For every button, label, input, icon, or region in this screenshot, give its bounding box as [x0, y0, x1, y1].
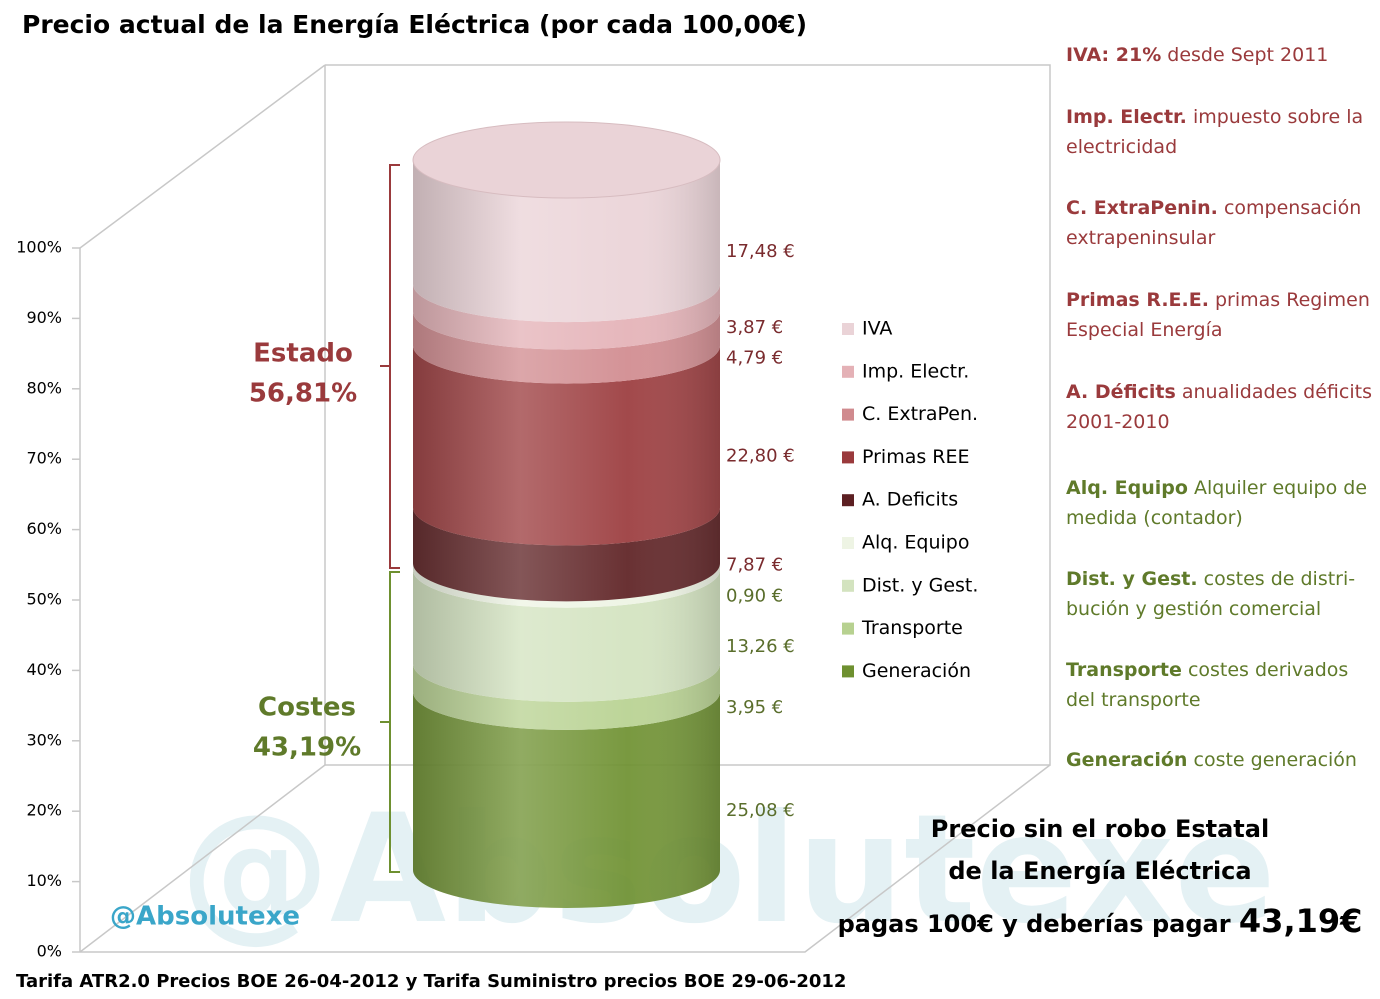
note: Primas R.E.E. primas Regimen Especial En… — [1066, 285, 1376, 345]
summary-line: Precio sin el robo Estatal — [930, 815, 1270, 843]
note: A. Déficits anualidades déficits 2001-20… — [1066, 377, 1376, 437]
note-text: compensación extrapeninsular — [1066, 197, 1362, 249]
note-text: primas Regimen Especial Energía — [1066, 289, 1370, 341]
y-tick-label: 10% — [26, 871, 62, 890]
legend-label: Generación — [862, 660, 971, 682]
legend-label: Primas REE — [862, 446, 970, 468]
value-label: 4,79 € — [726, 348, 783, 369]
legend-swatch — [842, 537, 854, 549]
legend-label: C. ExtraPen. — [862, 403, 978, 425]
segment-shade — [413, 569, 720, 702]
legend-swatch — [842, 408, 854, 421]
legend-swatch — [842, 665, 854, 678]
note: Transporte costes derivados del transpor… — [1066, 655, 1376, 715]
group-label: Costes — [258, 693, 356, 723]
note: Imp. Electr. impuesto sobre la electrici… — [1066, 102, 1376, 162]
summary-amount: 43,19€ — [1238, 902, 1363, 940]
y-tick-label: 60% — [26, 519, 62, 538]
note-text: costes de distri-bución y gestión comerc… — [1066, 568, 1356, 620]
watermark: @Absolutexe — [110, 902, 300, 932]
y-tick-label: 70% — [26, 449, 62, 468]
note-term: Alq. Equipo — [1066, 477, 1188, 499]
segment-shade — [413, 507, 720, 602]
footer: Tarifa ATR2.0 Precios BOE 26-04-2012 y T… — [16, 971, 846, 992]
value-label: 7,87 € — [726, 554, 783, 575]
y-tick-label: 100% — [16, 238, 62, 257]
note-term: A. Déficits — [1066, 381, 1176, 403]
summary-line: de la Energía Eléctrica — [948, 857, 1252, 885]
cylinder-top — [412, 121, 721, 199]
value-label: 17,48 € — [726, 241, 795, 262]
note-text: anualidades déficits 2001-2010 — [1066, 381, 1372, 433]
summary-line: pagas 100€ y deberías pagar 43,19€ — [820, 902, 1380, 940]
legend-swatch — [842, 451, 854, 464]
side-wall — [79, 64, 326, 249]
note-term: Imp. Electr. — [1066, 106, 1187, 128]
bracket — [380, 571, 400, 873]
note-term: Transporte — [1066, 659, 1182, 681]
value-label: 25,08 € — [726, 800, 795, 821]
note: Dist. y Gest. costes de distri-bución y … — [1066, 564, 1376, 624]
watermark-bg: @Absolutexe — [180, 783, 1276, 957]
bracket — [380, 164, 400, 569]
legend-swatch — [842, 365, 854, 378]
y-tick-label: 0% — [37, 942, 62, 961]
segment-shade — [413, 663, 720, 730]
chart-title: Precio actual de la Energía Eléctrica (p… — [22, 10, 807, 39]
y-tick-label: 30% — [26, 730, 62, 749]
value-label: 3,87 € — [726, 317, 783, 338]
y-tick-label: 40% — [26, 660, 62, 679]
legend-swatch — [842, 323, 854, 335]
legend-label: IVA — [862, 318, 892, 340]
note-term: Primas R.E.E. — [1066, 289, 1209, 311]
legend-label: Alq. Equipo — [862, 532, 970, 554]
group-label: Estado — [253, 339, 353, 369]
note-term: Dist. y Gest. — [1066, 568, 1198, 590]
floor-edge — [79, 764, 326, 953]
group-share: 43,19% — [253, 733, 361, 763]
segment-shade — [413, 160, 720, 323]
group-share: 56,81% — [249, 379, 357, 409]
floor-edge — [80, 764, 1051, 953]
note: IVA: 21% desde Sept 2011 — [1066, 40, 1376, 70]
legend-label: Transporte — [861, 617, 963, 639]
segment-shade — [413, 284, 720, 350]
legend-swatch — [842, 579, 854, 592]
legend-label: Dist. y Gest. — [862, 574, 978, 596]
legend-swatch — [842, 622, 854, 635]
note-text: desde Sept 2011 — [1167, 44, 1329, 66]
legend-swatch — [842, 494, 854, 507]
summary-text: pagas 100€ y deberías pagar — [837, 910, 1231, 938]
legend-label: Imp. Electr. — [862, 360, 969, 382]
y-tick-label: 90% — [26, 308, 62, 327]
segment-shade — [413, 563, 720, 608]
note: Generación coste generación — [1066, 745, 1376, 775]
note-text: impuesto sobre la electricidad — [1066, 106, 1364, 158]
note: C. ExtraPenin. compensación extrapeninsu… — [1066, 193, 1376, 253]
note-text: costes derivados del transporte — [1066, 659, 1349, 711]
note-text: Alquiler equipo de medida (contador) — [1066, 477, 1368, 529]
value-label: 3,95 € — [726, 697, 783, 718]
segment-shade — [413, 691, 720, 908]
note-term: C. ExtraPenin. — [1066, 197, 1218, 219]
segment-shade — [413, 311, 720, 384]
note-text: coste generación — [1193, 749, 1357, 771]
y-tick-label: 80% — [26, 378, 62, 397]
segment-shade — [413, 345, 720, 546]
y-tick-label: 50% — [26, 590, 62, 609]
legend-label: A. Deficits — [862, 489, 958, 511]
value-label: 13,26 € — [726, 636, 795, 657]
y-tick-label: 20% — [26, 801, 62, 820]
note-term: IVA: 21% — [1066, 44, 1162, 66]
value-label: 0,90 € — [726, 586, 783, 607]
note-term: Generación — [1066, 749, 1188, 771]
value-label: 22,80 € — [726, 446, 795, 467]
note: Alq. Equipo Alquiler equipo de medida (c… — [1066, 473, 1376, 533]
